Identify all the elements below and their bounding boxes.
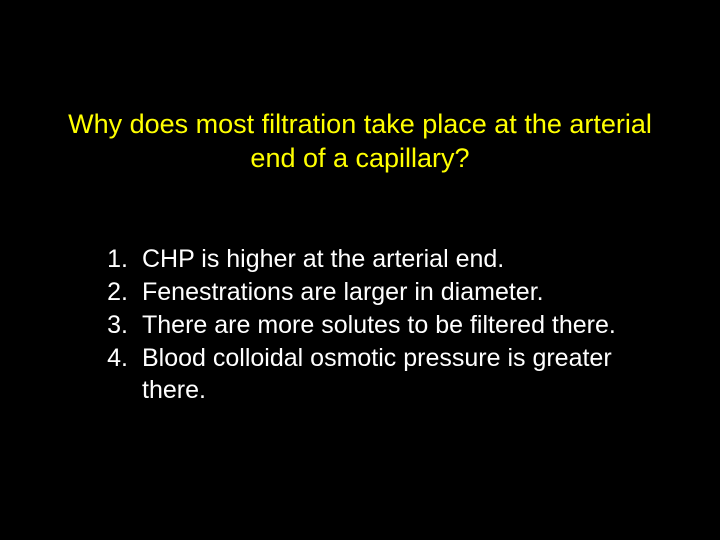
answer-text: There are more solutes to be filtered th… [142, 310, 660, 341]
answer-text: Fenestrations are larger in diameter. [142, 277, 660, 308]
answer-text: CHP is higher at the arterial end. [142, 244, 660, 275]
answer-number: 2. [100, 277, 142, 308]
answer-number: 3. [100, 310, 142, 341]
answer-item: 2. Fenestrations are larger in diameter. [100, 277, 660, 308]
answer-item: 4. Blood colloidal osmotic pressure is g… [100, 343, 660, 406]
answer-item: 1. CHP is higher at the arterial end. [100, 244, 660, 275]
answer-number: 4. [100, 343, 142, 406]
answer-item: 3. There are more solutes to be filtered… [100, 310, 660, 341]
answer-list: 1. CHP is higher at the arterial end. 2.… [0, 176, 720, 406]
slide-container: Why does most filtration take place at t… [0, 0, 720, 540]
question-text: Why does most filtration take place at t… [0, 0, 720, 176]
answer-number: 1. [100, 244, 142, 275]
answer-text: Blood colloidal osmotic pressure is grea… [142, 343, 660, 406]
